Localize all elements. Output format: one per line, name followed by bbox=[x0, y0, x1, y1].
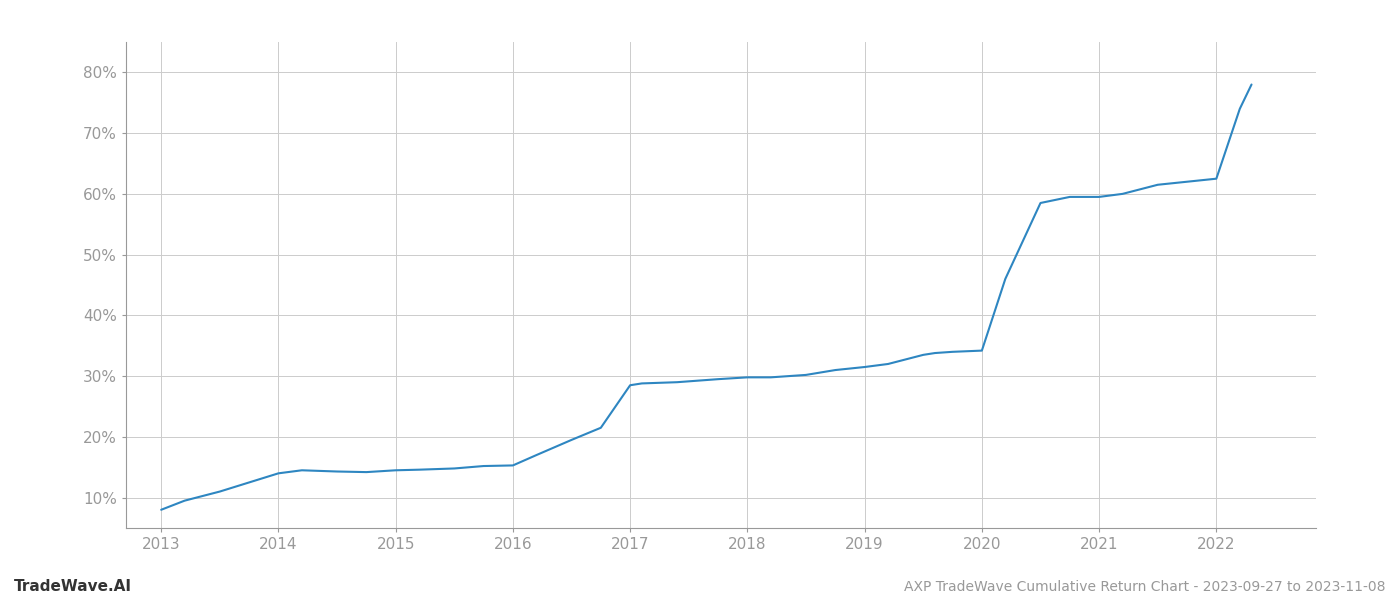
Text: AXP TradeWave Cumulative Return Chart - 2023-09-27 to 2023-11-08: AXP TradeWave Cumulative Return Chart - … bbox=[904, 580, 1386, 594]
Text: TradeWave.AI: TradeWave.AI bbox=[14, 579, 132, 594]
